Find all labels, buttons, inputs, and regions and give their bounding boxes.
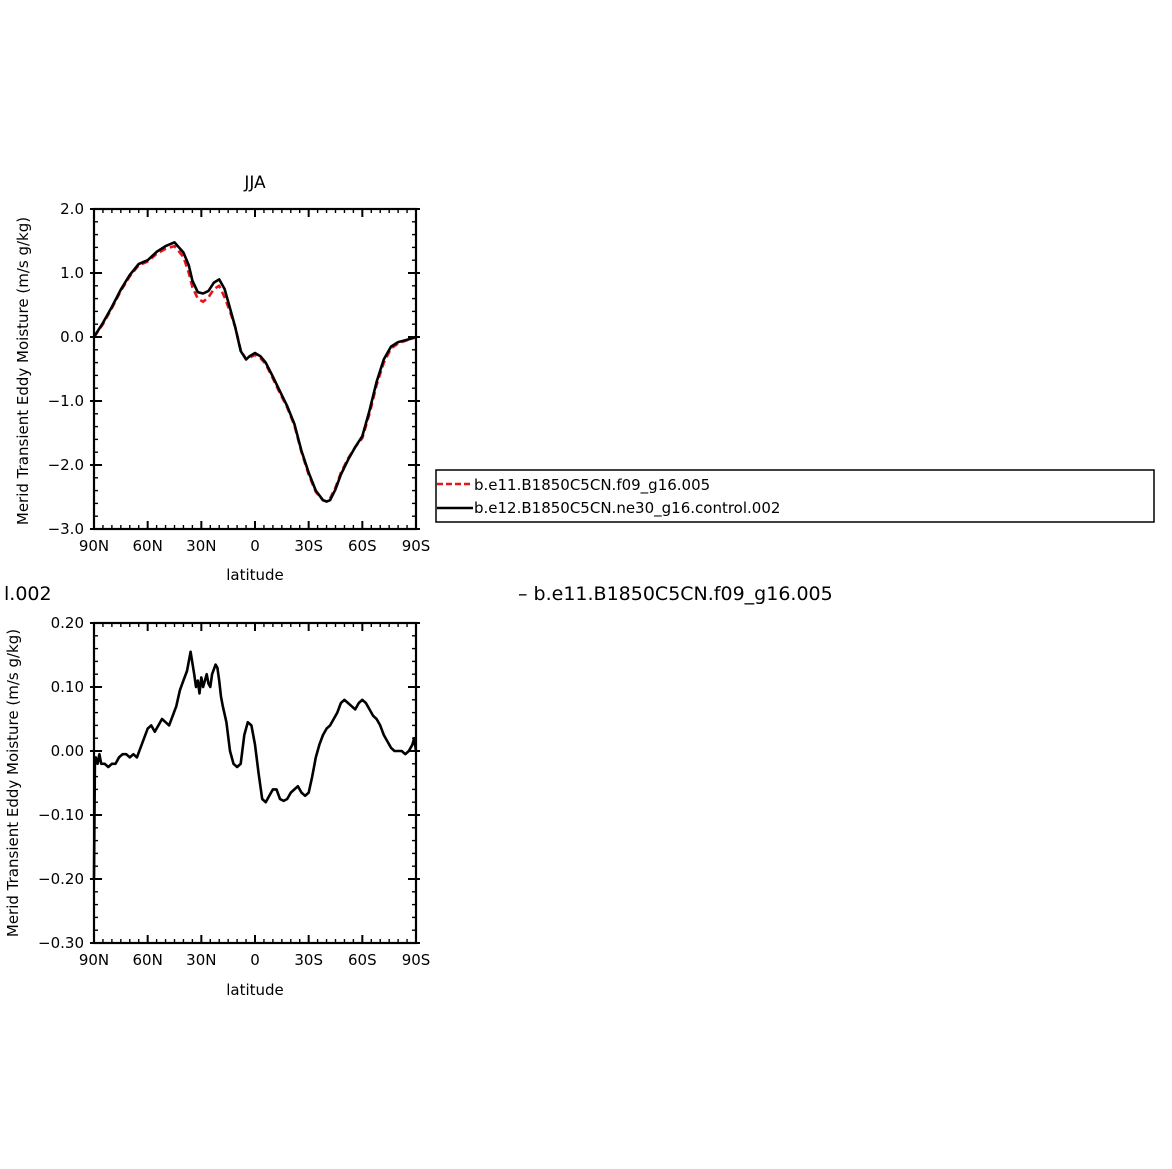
top-y-tick-label: 2.0: [60, 200, 84, 218]
bottom-panel-tick-labels: 90N 60N 30N 0 30S 60S 90S 0.20 0.10 0.00 −0.10 −0.2…: [38, 614, 430, 969]
top-y-tick-label: −3.0: [48, 520, 84, 538]
legend: b.e11.B1850C5CN.f09_g16.005 b.e12.B1850C…: [435, 469, 1155, 523]
bottom-y-tick-label: −0.30: [38, 934, 84, 952]
bottom-x-tick-label: 90N: [79, 951, 109, 969]
top-x-tick-label: 30N: [186, 537, 216, 555]
top-panel-frame: [92, 207, 418, 531]
top-y-tick-label: −2.0: [48, 456, 84, 474]
bottom-y-tick-label: 0.10: [51, 678, 84, 696]
bottom-y-tick-label: −0.10: [38, 806, 84, 824]
legend-label-case1: b.e11.B1850C5CN.f09_g16.005: [474, 476, 710, 495]
top-y-tick-label: 1.0: [60, 264, 84, 282]
top-panel: JJA Merid Transient Eddy Moisture (m/s g…: [14, 173, 430, 584]
bottom-panel-x-axis-label: latitude: [226, 981, 284, 999]
bottom-x-tick-label: 30N: [186, 951, 216, 969]
top-panel-y-axis-label: Merid Transient Eddy Moisture (m/s g/kg): [14, 217, 32, 525]
top-x-tick-label: 60S: [348, 537, 377, 555]
top-x-tick-label: 60N: [133, 537, 163, 555]
top-y-tick-label: −1.0: [48, 392, 84, 410]
top-panel-ticks: [90, 208, 420, 530]
bottom-y-tick-label: 0.00: [51, 742, 84, 760]
top-x-tick-label: 90N: [79, 537, 109, 555]
legend-box: [435, 469, 1155, 523]
top-panel-x-axis-label: latitude: [226, 566, 284, 584]
bottom-panel-title-left: l.002: [4, 583, 52, 605]
bottom-panel-series: [92, 650, 418, 880]
top-series-line-0: [92, 244, 417, 503]
bottom-y-tick-label: −0.20: [38, 870, 84, 888]
legend-label-case2: b.e12.B1850C5CN.ne30_g16.control.002: [474, 499, 780, 518]
bottom-panel-ticks: [90, 622, 420, 944]
top-y-tick-label: 0.0: [60, 328, 84, 346]
bottom-panel-y-axis-label: Merid Transient Eddy Moisture (m/s g/kg): [4, 629, 22, 937]
bottom-x-tick-label: 30S: [294, 951, 323, 969]
top-x-tick-label: 90S: [402, 537, 431, 555]
bottom-panel: Merid Transient Eddy Moisture (m/s g/kg)…: [4, 614, 430, 999]
bottom-panel-title-right: – b.e11.B1850C5CN.f09_g16.005: [518, 583, 833, 605]
bottom-x-tick-label: 60N: [133, 951, 163, 969]
bottom-series-line-0: [92, 650, 418, 880]
top-panel-title: JJA: [243, 173, 266, 193]
bottom-y-tick-label: 0.20: [51, 614, 84, 632]
top-x-tick-label: 0: [250, 537, 260, 555]
bottom-x-tick-label: 0: [250, 951, 260, 969]
top-x-tick-label: 30S: [294, 537, 323, 555]
bottom-panel-frame: [92, 621, 418, 945]
bottom-x-tick-label: 60S: [348, 951, 377, 969]
top-panel-tick-labels: 90N 60N 30N 0 30S 60S 90S 2.0 1.0 0.0 −1.0 −2.0 −3.0: [48, 200, 431, 555]
top-series-line-1: [92, 241, 417, 503]
bottom-x-tick-label: 90S: [402, 951, 431, 969]
top-panel-series: [92, 241, 417, 503]
